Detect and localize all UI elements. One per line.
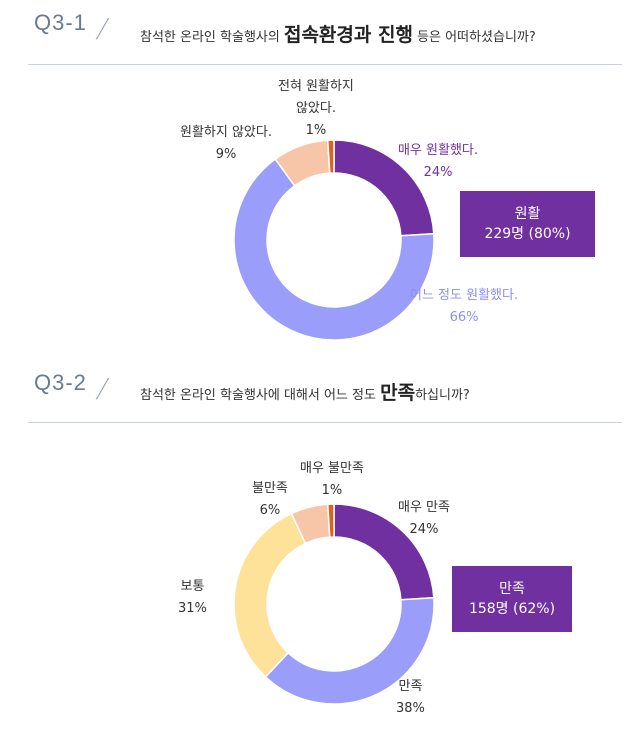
q2-question: 참석한 온라인 학술행사에 대해서 어느 정도 만족하십니까? xyxy=(140,378,470,405)
chart1-label-not-smooth-name: 원활하지 않았다. xyxy=(180,125,272,140)
chart1-label-not-at-all-smooth-name1: 전혀 원활하지 xyxy=(278,79,354,94)
chart2-label-very-satisfied-name: 매우 만족 xyxy=(398,500,450,515)
chart2-label-dissatisfied: 불만족 6% xyxy=(252,478,288,522)
chart2-label-very-satisfied-pct: 24% xyxy=(409,522,439,537)
chart1-slice-somewhat-smooth xyxy=(233,158,435,341)
q2-divider xyxy=(28,422,622,423)
q1-question: 참석한 온라인 학술행사의 접속환경과 진행 등은 어떠하셨습니까? xyxy=(140,20,536,47)
chart1-label-somewhat-smooth: 어느 정도 원활했다. 66% xyxy=(410,285,518,329)
chart2-label-very-dissatisfied: 매우 불만족 1% xyxy=(300,458,364,502)
chart1-label-not-at-all-smooth: 전혀 원활하지 않았다. 1% xyxy=(278,76,354,142)
chart1-label-somewhat-smooth-pct: 66% xyxy=(449,310,479,325)
q1-text-before: 참석한 온라인 학술행사의 xyxy=(140,30,280,45)
chart2-label-dissatisfied-pct: 6% xyxy=(259,503,281,518)
q2-text-after: 하십니까? xyxy=(415,388,470,403)
q2-text-emphasis: 만족 xyxy=(380,382,416,404)
chart2-label-satisfied-pct: 38% xyxy=(396,701,425,716)
chart1-label-somewhat-smooth-name: 어느 정도 원활했다. xyxy=(410,288,519,303)
summary1-line1: 원활 xyxy=(514,206,541,222)
chart1-label-not-at-all-smooth-name2: 않았다. xyxy=(295,101,336,116)
q2-number: Q3-2 xyxy=(34,370,87,395)
summary2-box: 만족 158명 (62%) xyxy=(452,566,572,632)
chart1-label-not-smooth: 원활하지 않았다. 9% xyxy=(180,122,272,166)
summary1-line2: 229명 (80%) xyxy=(484,226,571,242)
chart2-label-satisfied-name: 만족 xyxy=(398,679,423,694)
chart1-label-very-smooth-pct: 24% xyxy=(423,165,453,180)
chart2-label-satisfied: 만족 38% xyxy=(396,676,425,720)
chart1-label-not-at-all-smooth-pct: 1% xyxy=(305,123,327,138)
q1-text-after: 등은 어떠하셨습니까? xyxy=(417,30,536,45)
chart2-label-neutral: 보통 31% xyxy=(178,576,207,620)
chart1-label-very-smooth-name: 매우 원활했다. xyxy=(398,143,479,158)
chart2-label-very-satisfied: 매우 만족 24% xyxy=(398,497,450,541)
chart2-label-dissatisfied-name: 불만족 xyxy=(252,481,288,496)
q2-text-before: 참석한 온라인 학술행사에 대해서 어느 정도 xyxy=(140,388,376,403)
q1-divider xyxy=(28,64,622,65)
chart2-label-very-dissatisfied-name: 매우 불만족 xyxy=(300,461,364,476)
chart2-slice-neutral xyxy=(233,512,307,678)
q1-text-emphasis: 접속환경과 진행 xyxy=(283,24,413,46)
chart1-label-not-smooth-pct: 9% xyxy=(215,147,237,162)
summary2-line1: 만족 xyxy=(499,581,525,597)
chart2-slice-very-dissatisfied xyxy=(326,503,335,538)
summary2-line2: 158명 (62%) xyxy=(468,601,556,617)
chart1-label-very-smooth: 매우 원활했다. 24% xyxy=(398,140,478,184)
summary1-box: 원활 229명 (80%) xyxy=(460,191,595,257)
q1-number: Q3-1 xyxy=(34,10,87,35)
chart2-label-neutral-pct: 31% xyxy=(178,601,207,616)
chart1-slice-not-at-all-smooth xyxy=(326,139,335,174)
chart2-label-very-dissatisfied-pct: 1% xyxy=(321,483,343,498)
chart2-slice-satisfied xyxy=(264,596,435,705)
chart2-label-neutral-name: 보통 xyxy=(180,579,205,594)
